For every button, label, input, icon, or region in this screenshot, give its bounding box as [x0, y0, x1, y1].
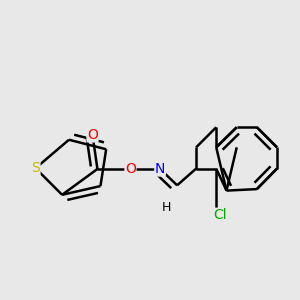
Text: S: S	[31, 161, 40, 175]
Text: H: H	[162, 201, 172, 214]
Text: O: O	[87, 128, 98, 142]
Text: Cl: Cl	[214, 208, 227, 222]
Text: O: O	[125, 162, 136, 176]
Text: N: N	[155, 162, 165, 176]
